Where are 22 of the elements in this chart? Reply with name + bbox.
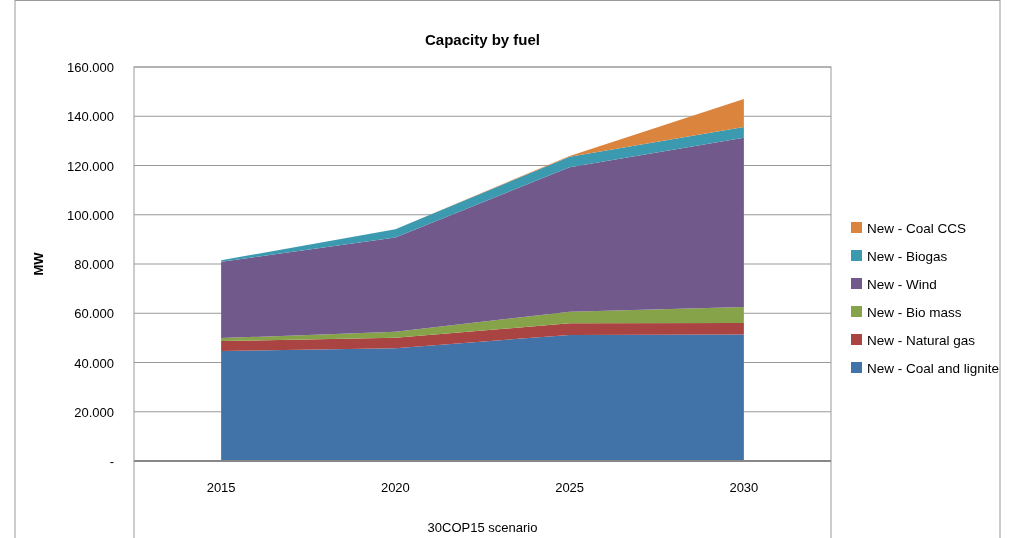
legend-label: New - Biogas <box>867 249 948 264</box>
legend-label: New - Natural gas <box>867 333 976 348</box>
legend-label: New - Coal CCS <box>867 221 967 236</box>
y-axis-title: MW <box>31 251 46 276</box>
y-tick-label: - <box>109 454 114 469</box>
y-tick-label: 140.000 <box>67 109 114 125</box>
x-tick-label: 2020 <box>380 480 410 495</box>
x-tick-label: 2025 <box>555 480 585 495</box>
x-tick-label: 2030 <box>729 480 759 495</box>
y-tick-label: 40.000 <box>74 355 114 371</box>
y-tick-label: 160.000 <box>67 60 114 75</box>
chart-title: Capacity by fuel <box>424 31 541 48</box>
legend-label: New - Bio mass <box>867 305 962 320</box>
legend-label: New - Wind <box>867 277 937 292</box>
x-tick-label: 2015 <box>206 480 236 495</box>
legend-label: New - Coal and lignite <box>867 361 1000 376</box>
y-tick-label: 60.000 <box>74 306 114 322</box>
x-axis-title: 30COP15 scenario <box>427 520 538 535</box>
y-tick-label: 20.000 <box>74 404 114 420</box>
y-tick-label: 100.000 <box>67 207 114 223</box>
y-tick-label: 120.000 <box>67 158 114 174</box>
y-tick-label: 80.000 <box>74 257 114 272</box>
